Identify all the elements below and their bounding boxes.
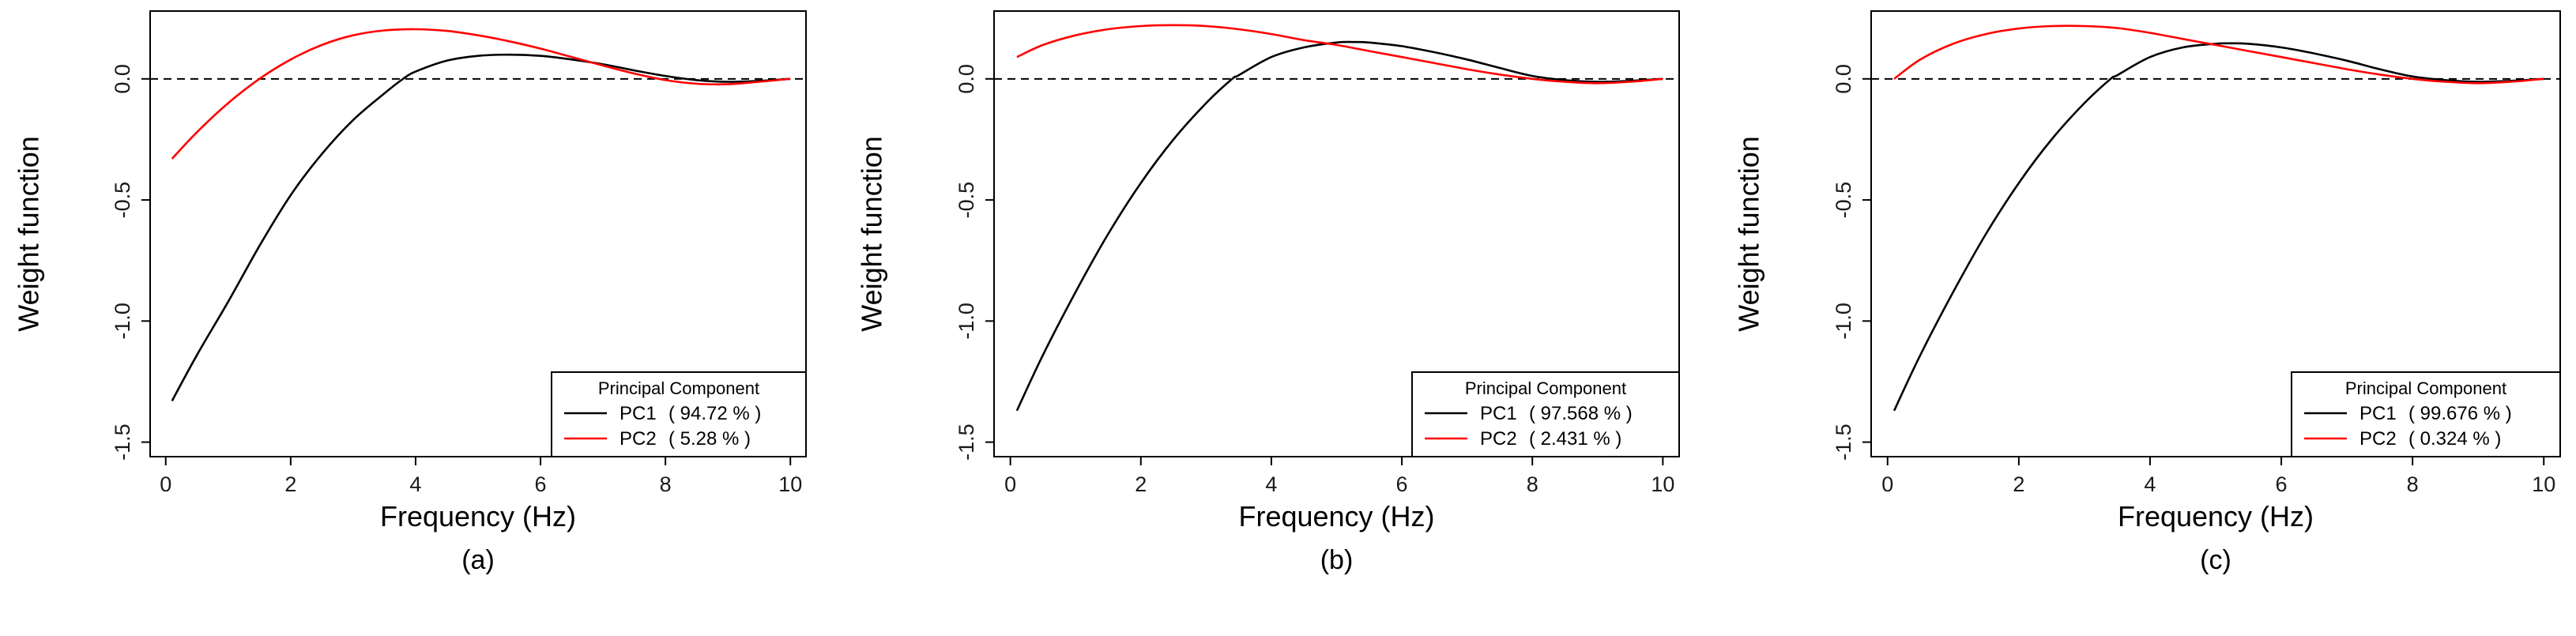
legend-label-pc2: PC2 — [1480, 428, 1517, 450]
chart-panel-a: 0 2 4 6 8 10 0.0 -0.5 -1.0 -1.5 Frequency (Hz) Weig… — [13, 10, 807, 575]
x-tick-label: 8 — [660, 472, 672, 496]
panel-caption: (a) — [461, 545, 495, 575]
legend-box — [1411, 371, 1680, 457]
legend-label-pc2: PC2 — [2359, 428, 2397, 450]
legend-box — [551, 371, 807, 457]
legend: Principal Component PC1 ( 97.568 % ) PC2 ( 2… — [1411, 371, 1680, 457]
panel-caption: (c) — [2200, 545, 2231, 575]
plot-frame — [149, 10, 807, 457]
legend: Principal Component PC1 ( 94.72 % ) PC2 ( 5.… — [551, 371, 807, 457]
legend-box — [2291, 371, 2561, 457]
y-tick-label: -1.5 — [1832, 423, 1855, 461]
legend-label-pc1: PC1 — [1480, 403, 1517, 424]
legend-percent-pc1: ( 97.568 % ) — [1529, 403, 1633, 424]
y-tick-label: -1.5 — [955, 423, 978, 461]
x-tick-label: 2 — [2013, 472, 2024, 496]
x-tick-label: 6 — [535, 472, 547, 496]
x-tick-label: 8 — [1527, 472, 1538, 496]
legend-percent-pc1: ( 99.676 % ) — [2408, 403, 2512, 424]
x-tick-label: 0 — [1881, 472, 1893, 496]
series-line-pc1 — [1015, 40, 1663, 412]
legend-percent-pc2: ( 0.324 % ) — [2408, 428, 2501, 450]
plot-frame — [993, 10, 1680, 457]
legend-percent-pc2: ( 2.431 % ) — [1529, 428, 1621, 450]
y-tick-label: -0.5 — [111, 182, 134, 219]
y-axis-title: Weight function — [1733, 136, 1765, 331]
legend-label-pc1: PC1 — [2359, 403, 2397, 424]
y-axis-title: Weight function — [13, 136, 45, 331]
x-tick-label: 8 — [2407, 472, 2419, 496]
y-tick-label: -0.5 — [955, 182, 978, 219]
y-axis-title: Weight function — [856, 136, 888, 331]
y-tick-label: -0.5 — [1832, 182, 1855, 219]
y-tick-label: -1.5 — [111, 423, 134, 461]
plot-frame — [1870, 10, 2561, 457]
x-tick-label: 4 — [409, 472, 421, 496]
x-axis-title: Frequency (Hz) — [380, 500, 576, 533]
x-tick-label: 2 — [1135, 472, 1147, 496]
legend-title: Principal Component — [598, 378, 759, 398]
legend-label-pc2: PC2 — [620, 428, 657, 450]
x-tick-label: 0 — [1004, 472, 1016, 496]
y-tick-label: -1.0 — [1832, 303, 1855, 340]
series-line-pc2 — [1893, 24, 2544, 85]
legend-percent-pc1: ( 94.72 % ) — [668, 403, 761, 424]
x-tick-label: 10 — [1651, 472, 1674, 496]
legend: Principal Component PC1 ( 99.676 % ) PC2 ( 0… — [2291, 371, 2561, 457]
y-tick-label: -1.0 — [955, 303, 978, 340]
chart-panel-c: 0 2 4 6 8 10 0.0 -0.5 -1.0 -1.5 Frequency (Hz) Weig… — [1733, 10, 2561, 575]
series-line-pc2 — [1016, 24, 1663, 85]
x-tick-label: 4 — [1265, 472, 1277, 496]
x-tick-label: 6 — [1396, 472, 1408, 496]
series-line-pc1 — [1892, 42, 2544, 412]
x-tick-label: 6 — [2276, 472, 2288, 496]
legend-percent-pc2: ( 5.28 % ) — [668, 428, 751, 450]
y-tick-label: 0.0 — [111, 64, 134, 94]
legend-label-pc1: PC1 — [620, 403, 657, 424]
x-tick-label: 2 — [284, 472, 296, 496]
series-line-pc2 — [171, 28, 791, 160]
legend-title: Principal Component — [1465, 378, 1626, 398]
y-tick-label: 0.0 — [955, 64, 978, 94]
x-tick-label: 4 — [2144, 472, 2156, 496]
chart-panel-b: 0 2 4 6 8 10 0.0 -0.5 -1.0 -1.5 Frequency (Hz) Weig… — [856, 10, 1680, 575]
x-tick-label: 10 — [778, 472, 802, 496]
series-line-pc1 — [171, 53, 791, 402]
x-tick-label: 0 — [160, 472, 171, 496]
x-tick-label: 10 — [2532, 472, 2555, 496]
x-axis-title: Frequency (Hz) — [2118, 500, 2314, 533]
panel-caption: (b) — [1320, 545, 1354, 575]
y-tick-label: -1.0 — [111, 303, 134, 340]
y-tick-label: 0.0 — [1832, 64, 1855, 94]
legend-title: Principal Component — [2345, 378, 2506, 398]
x-axis-title: Frequency (Hz) — [1238, 500, 1434, 533]
